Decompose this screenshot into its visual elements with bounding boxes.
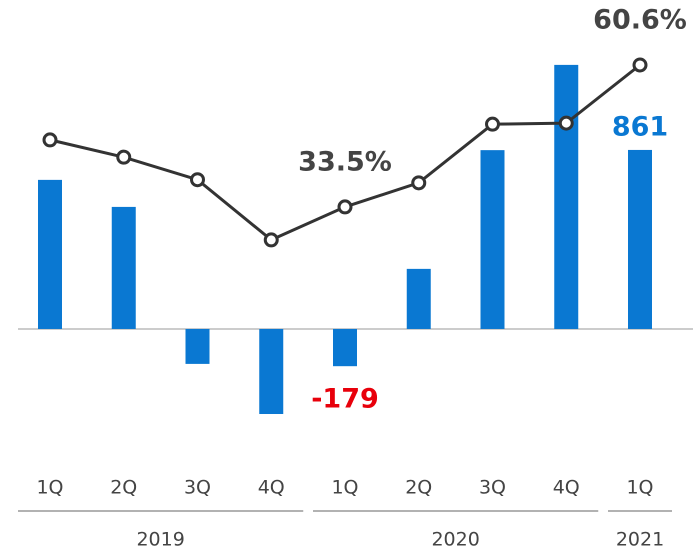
line-marker — [42, 132, 58, 148]
line-marker — [337, 199, 353, 215]
group-label: 2019 — [136, 529, 184, 551]
bar-value-label: -179 — [311, 384, 379, 415]
bar — [259, 328, 284, 415]
line-value-label: 33.5% — [298, 146, 392, 177]
bar — [554, 64, 579, 329]
line-marker — [190, 172, 205, 188]
x-tick-label: 4Q — [258, 477, 285, 499]
x-tick-label: 1Q — [626, 477, 653, 499]
x-tick-label: 2Q — [405, 477, 432, 499]
line-marker — [485, 116, 500, 132]
line-marker — [116, 149, 132, 165]
line-marker — [558, 115, 574, 131]
group-label: 2020 — [431, 529, 479, 551]
x-tick-label: 1Q — [36, 477, 63, 499]
bar — [406, 268, 431, 329]
x-tick-label: 2Q — [110, 477, 137, 499]
line-marker — [632, 57, 648, 73]
group-label: 2021 — [616, 529, 664, 551]
bar — [333, 328, 357, 367]
bar-value-label: 861 — [612, 111, 668, 142]
bar — [480, 150, 505, 329]
x-tick-label: 3Q — [479, 477, 506, 499]
x-tick-label: 1Q — [331, 477, 358, 499]
bar — [185, 328, 210, 364]
bar — [111, 206, 136, 329]
x-tick-label: 3Q — [184, 477, 211, 499]
line-marker — [411, 175, 427, 191]
line-marker — [263, 232, 279, 248]
line-value-label: 60.6% — [593, 4, 687, 35]
bar — [628, 149, 652, 329]
bar — [38, 179, 62, 329]
x-tick-label: 4Q — [553, 477, 580, 499]
